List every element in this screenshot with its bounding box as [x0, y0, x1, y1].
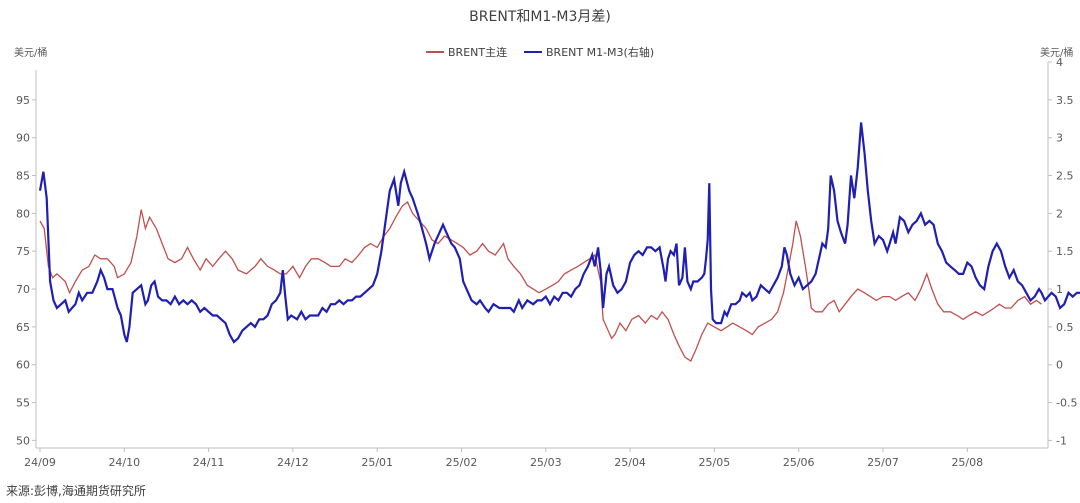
right-tick-label: -0.5 [1056, 397, 1077, 410]
x-tick-label: 25/07 [867, 456, 899, 469]
x-tick-label: 25/05 [699, 456, 731, 469]
right-tick-label: 0.5 [1056, 321, 1074, 334]
x-tick-label: 24/09 [24, 456, 56, 469]
left-tick-label: 70 [16, 283, 30, 296]
x-tick-label: 25/03 [530, 456, 562, 469]
legend-label-brent: BRENT主连 [448, 46, 507, 59]
chart-title: BRENT和M1-M3月差) [469, 9, 611, 25]
x-tick-label: 25/08 [951, 456, 983, 469]
source-note: 来源:彭博,海通期货研究所 [6, 483, 146, 498]
x-tick-label: 25/06 [783, 456, 815, 469]
left-axis-ticks: 50 55 60 65 70 75 80 85 90 95 [16, 94, 36, 447]
left-tick-label: 65 [16, 321, 30, 334]
x-axis-ticks: 24/09 24/10 24/11 24/12 25/01 25/02 25/03 25/04… [24, 448, 983, 469]
legend-label-spread: BRENT M1-M3(右轴) [546, 45, 654, 59]
x-tick-label: 24/12 [277, 456, 309, 469]
right-tick-label: 2.5 [1056, 170, 1074, 183]
left-axis-unit: 美元/桶 [14, 46, 47, 59]
left-tick-label: 85 [16, 170, 30, 183]
left-tick-label: 95 [16, 94, 30, 107]
right-tick-label: 4 [1056, 56, 1063, 69]
right-tick-label: 0 [1056, 359, 1063, 372]
x-tick-label: 25/04 [614, 456, 646, 469]
left-tick-label: 80 [16, 207, 30, 220]
right-axis-ticks: -1 -0.5 0 0.5 1 1.5 2 2.5 3 3.5 4 [1048, 56, 1077, 447]
right-tick-label: 3.5 [1056, 94, 1074, 107]
left-tick-label: 50 [16, 434, 30, 447]
right-tick-label: -1 [1056, 434, 1067, 447]
left-tick-label: 75 [16, 245, 30, 258]
series-line-spread [38, 122, 1080, 344]
right-tick-label: 1.5 [1056, 245, 1074, 258]
x-tick-label: 24/10 [108, 456, 140, 469]
right-tick-label: 3 [1056, 132, 1063, 145]
series-line-brent [39, 200, 1042, 362]
right-axis-unit: 美元/桶 [1040, 46, 1073, 59]
legend: BRENT主连 BRENT M1-M3(右轴) [426, 45, 654, 59]
x-tick-label: 24/11 [193, 456, 225, 469]
x-tick-label: 25/01 [361, 456, 393, 469]
left-tick-label: 90 [16, 132, 30, 145]
right-tick-label: 2 [1056, 207, 1063, 220]
left-tick-label: 55 [16, 397, 30, 410]
left-tick-label: 60 [16, 359, 30, 372]
x-tick-label: 25/02 [446, 456, 478, 469]
right-tick-label: 1 [1056, 283, 1063, 296]
